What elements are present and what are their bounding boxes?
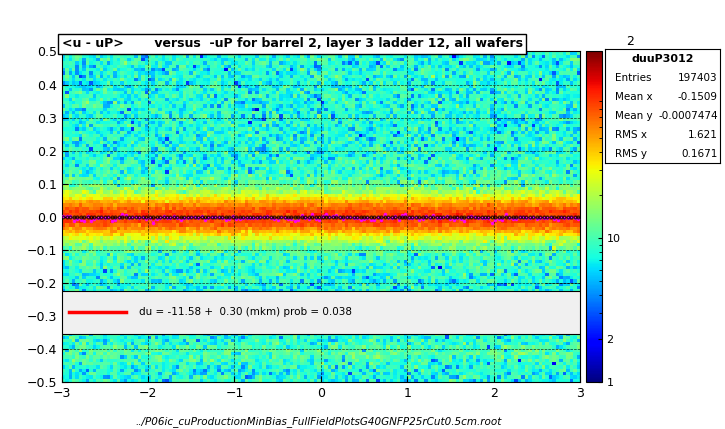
Text: 197403: 197403: [678, 73, 718, 83]
Text: -0.0007474: -0.0007474: [658, 111, 718, 121]
Text: duuP3012: duuP3012: [631, 54, 694, 64]
Text: RMS x: RMS x: [615, 130, 647, 139]
Text: du = -11.58 +  0.30 (mkm) prob = 0.038: du = -11.58 + 0.30 (mkm) prob = 0.038: [139, 308, 352, 317]
Text: ../P06ic_cuProductionMinBias_FullFieldPlotsG40GNFP25rCut0.5cm.root: ../P06ic_cuProductionMinBias_FullFieldPl…: [136, 416, 502, 427]
Text: Entries: Entries: [615, 73, 651, 83]
Text: 1.621: 1.621: [688, 130, 718, 139]
Text: Mean y: Mean y: [615, 111, 652, 121]
Text: 2: 2: [626, 35, 634, 48]
Text: -0.1509: -0.1509: [678, 92, 718, 102]
Text: <u - uP>       versus  -uP for barrel 2, layer 3 ladder 12, all wafers: <u - uP> versus -uP for barrel 2, layer …: [62, 37, 523, 50]
Text: RMS y: RMS y: [615, 148, 647, 159]
Bar: [62, 291, 580, 334]
Text: 0.1671: 0.1671: [682, 148, 718, 159]
Text: Mean x: Mean x: [615, 92, 652, 102]
